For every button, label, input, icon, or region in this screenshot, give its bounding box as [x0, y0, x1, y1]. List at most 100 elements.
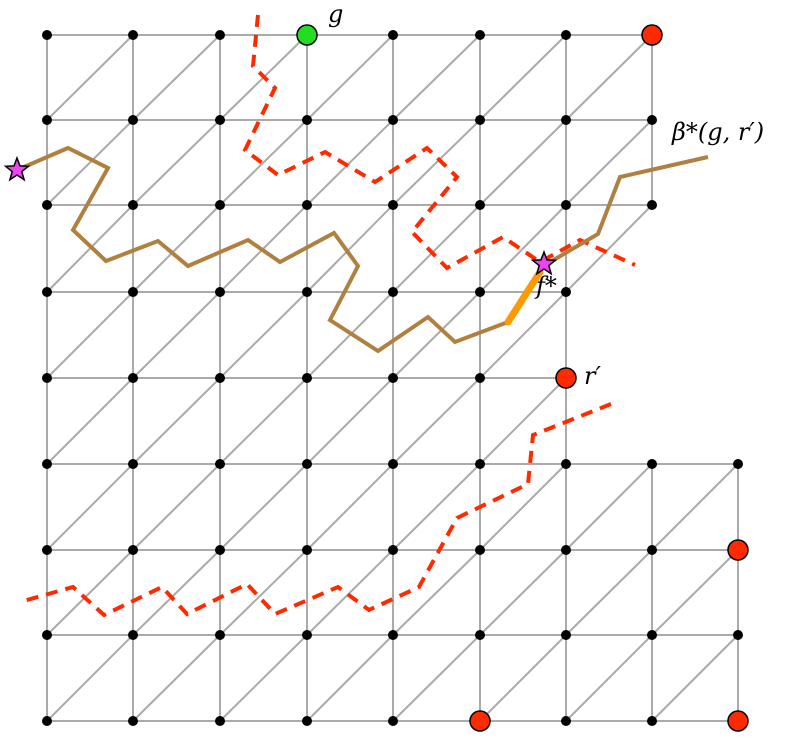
vertex — [561, 459, 571, 469]
grid-edge-diagonal — [392, 119, 481, 206]
vertex — [302, 287, 312, 297]
grid-edge-diagonal — [46, 549, 134, 636]
grid-edge-diagonal — [219, 634, 308, 722]
grid-edge-diagonal — [392, 463, 481, 551]
vertex — [128, 373, 138, 383]
vertex — [388, 459, 398, 469]
label-f-star: f* — [536, 272, 557, 300]
dual-path-top — [242, 14, 636, 271]
grid-edge-diagonal — [479, 634, 567, 722]
vertex — [128, 287, 138, 297]
vertex — [388, 115, 398, 125]
vertex — [42, 373, 52, 383]
grid-edge-diagonal — [479, 549, 567, 636]
grid-edge-diagonal — [479, 119, 567, 206]
vertex — [733, 630, 743, 640]
vertex — [42, 287, 52, 297]
vertex — [215, 459, 225, 469]
red-vertex — [641, 24, 663, 46]
vertex — [42, 115, 52, 125]
vertex — [388, 200, 398, 210]
vertex — [42, 30, 52, 40]
label-r-prime: r′ — [584, 362, 601, 390]
vertex — [561, 630, 571, 640]
grid-edge-diagonal — [306, 204, 394, 293]
vertex — [42, 459, 52, 469]
red-vertex — [727, 539, 749, 561]
grid-edge-diagonal — [219, 549, 308, 636]
vertex — [215, 115, 225, 125]
grid-edge-diagonal — [565, 119, 653, 206]
vertex — [302, 630, 312, 640]
grid-edge-diagonal — [479, 291, 567, 379]
vertex — [302, 200, 312, 210]
vertex — [647, 716, 657, 726]
grid-edge-diagonal — [132, 34, 221, 121]
grid-edge-diagonal — [565, 34, 653, 121]
grid-edge-diagonal — [306, 549, 394, 636]
grid-edge-diagonal — [565, 634, 653, 722]
grid-edge-diagonal — [306, 34, 394, 121]
vertex — [42, 716, 52, 726]
grid-edge-diagonal — [392, 291, 481, 379]
vertex — [128, 115, 138, 125]
grid-edge-diagonal — [132, 463, 221, 551]
vertex — [388, 373, 398, 383]
grid-edge-diagonal — [479, 463, 567, 551]
vertex — [647, 545, 657, 555]
vertex — [475, 200, 485, 210]
grid-edge-diagonal — [651, 463, 739, 551]
vertex — [302, 545, 312, 555]
grid-edge-diagonal — [479, 377, 567, 465]
grid-edge-diagonal — [306, 377, 394, 465]
vertex — [647, 630, 657, 640]
vertex — [647, 200, 657, 210]
vertex — [475, 373, 485, 383]
grid-edge-diagonal — [132, 204, 221, 293]
grid-edge-diagonal — [306, 634, 394, 722]
vertex — [215, 373, 225, 383]
vertex — [388, 30, 398, 40]
vertex — [561, 115, 571, 125]
vertex — [302, 459, 312, 469]
vertex — [128, 459, 138, 469]
grid-edge-diagonal — [306, 463, 394, 551]
vertex — [561, 545, 571, 555]
vertex — [302, 716, 312, 726]
grid-edge-diagonal — [565, 463, 653, 551]
grid-edge-diagonal — [392, 34, 481, 121]
grid-edge-diagonal — [46, 634, 134, 722]
grid-edge-diagonal — [392, 549, 481, 636]
vertex — [475, 630, 485, 640]
grid-edge-diagonal — [46, 463, 134, 551]
grid-edge-diagonal — [132, 377, 221, 465]
red-vertex — [469, 710, 491, 732]
grid-edge-diagonal — [132, 119, 221, 206]
grid-edge-diagonal — [392, 204, 481, 293]
label-beta-path: β*(g, r′) — [672, 118, 765, 146]
vertex — [561, 716, 571, 726]
red-vertex — [555, 367, 577, 389]
vertex — [561, 30, 571, 40]
beta-path-right — [543, 155, 709, 267]
vertex — [561, 287, 571, 297]
grid-edge-diagonal — [479, 34, 567, 121]
grid-edge-diagonal — [479, 204, 567, 293]
grid-edge-diagonal — [132, 634, 221, 722]
highlighted-edge-f-star — [504, 268, 544, 326]
grid-edge-diagonal — [392, 634, 481, 722]
grid-edge-diagonal — [651, 549, 739, 636]
grid-edge-diagonal — [46, 377, 134, 465]
grid-edge-diagonal — [46, 34, 134, 121]
red-vertex — [727, 710, 749, 732]
vertex — [42, 545, 52, 555]
vertex — [388, 716, 398, 726]
dual-path-bottom — [19, 402, 612, 618]
grid-edge-diagonal — [46, 119, 134, 206]
grid-edge-diagonal — [219, 119, 308, 206]
vertex — [475, 115, 485, 125]
vertex — [215, 630, 225, 640]
vertex — [475, 545, 485, 555]
